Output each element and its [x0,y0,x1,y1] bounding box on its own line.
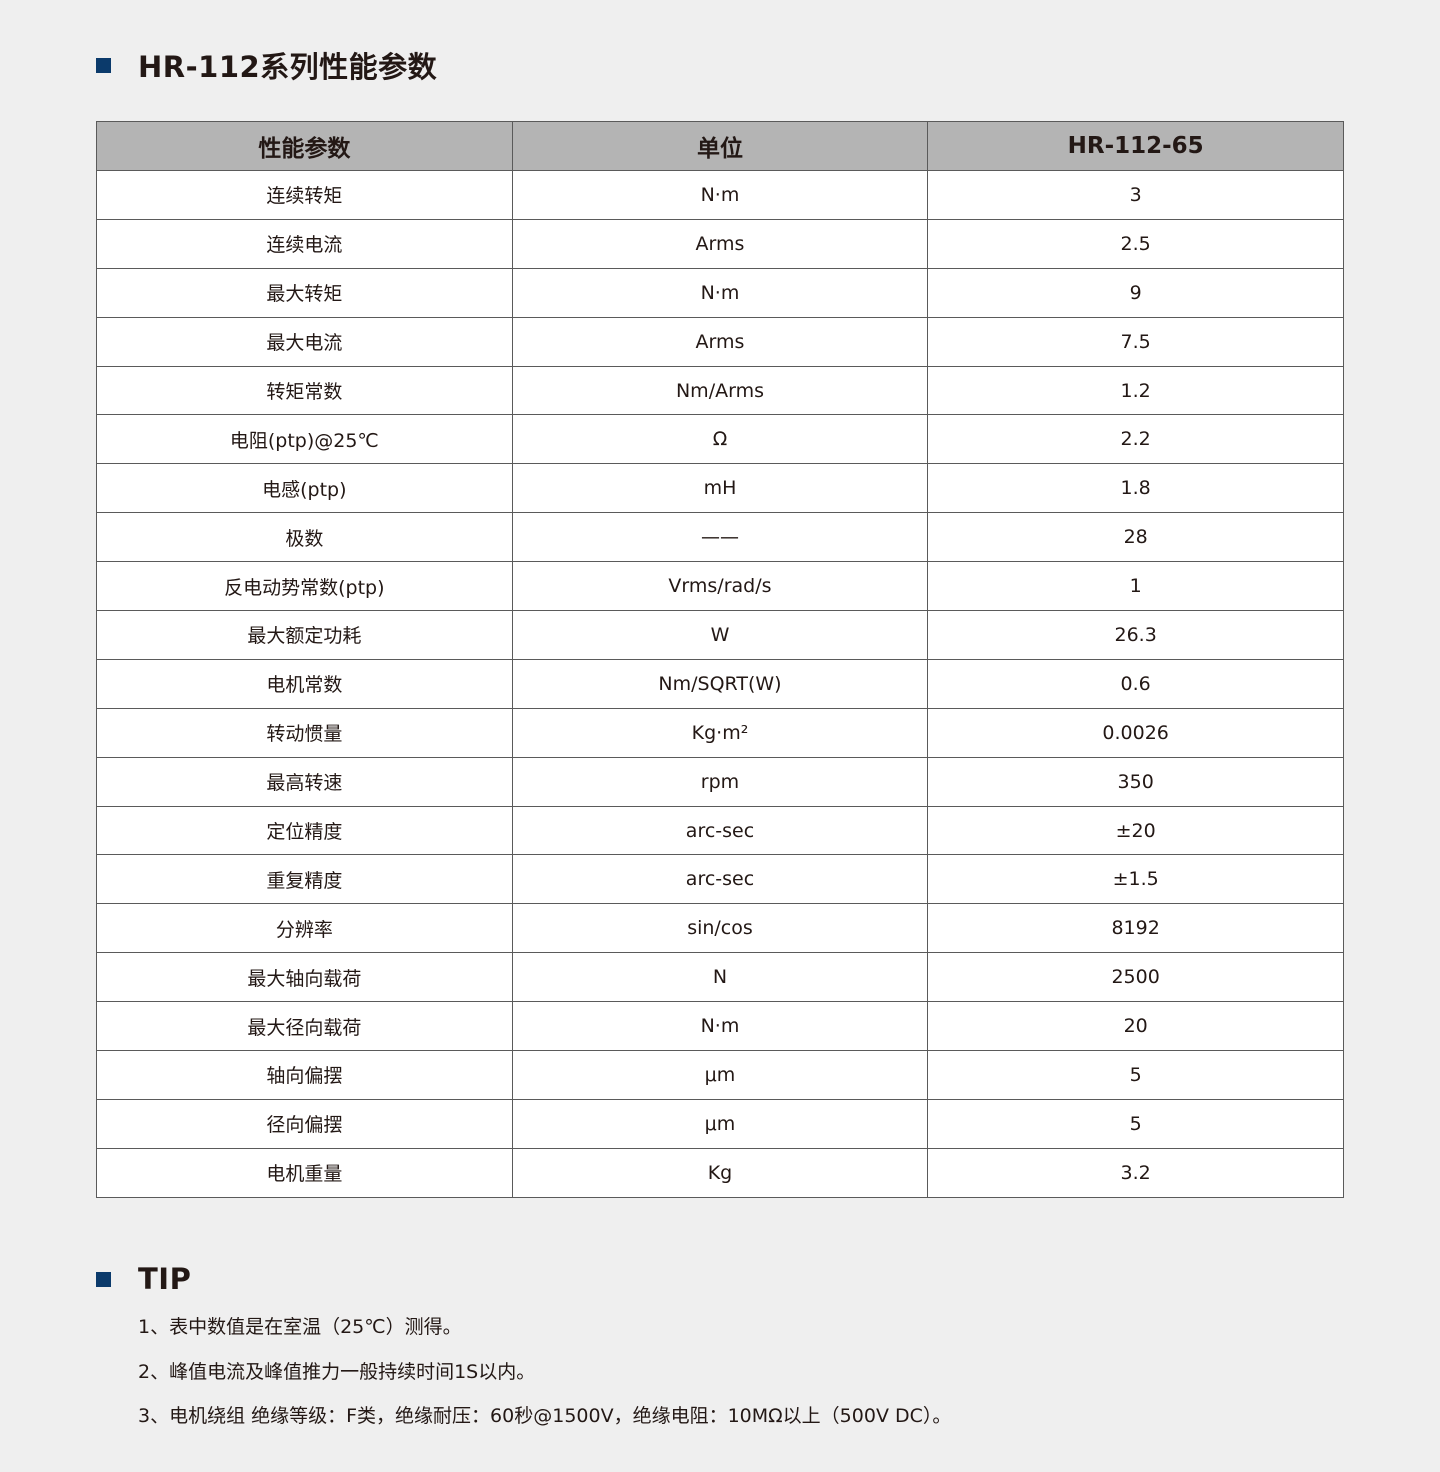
param-unit: N·m [511,1001,929,1052]
param-name: 电感(ptp) [96,463,513,514]
table-header-row: 性能参数 单位 HR-112-65 [96,121,1344,171]
table-row: 极数 —— 28 [96,512,1344,563]
param-unit: —— [511,512,929,563]
table-row: 连续电流 Arms 2.5 [96,218,1344,269]
param-name: 电机常数 [96,658,513,709]
param-unit: sin/cos [511,903,929,954]
table-row: 轴向偏摆 μm 5 [96,1050,1344,1100]
table-row: 定位精度 arc-sec ±20 [96,805,1344,856]
table-row: 最大轴向载荷 N 2500 [96,952,1344,1003]
param-unit: N·m [511,267,929,318]
param-name: 重复精度 [96,854,513,905]
param-value: 20 [927,1001,1344,1052]
section-title-tip: TIP [96,1262,191,1296]
param-value: ±1.5 [927,854,1344,905]
param-value: 1.2 [927,365,1344,416]
param-unit: Kg·m² [511,707,929,758]
table-row: 电感(ptp) mH 1.8 [96,463,1344,514]
tip-title: TIP [138,1262,192,1296]
column-header: 单位 [511,121,929,171]
table-row: 电机重量 Kg 3.2 [96,1147,1344,1198]
param-unit: N·m [511,170,929,220]
param-value: 8192 [927,903,1344,954]
table-row: 最大径向载荷 N·m 20 [96,1001,1344,1052]
param-name: 最大径向载荷 [96,1001,513,1052]
section-title-params: HR-112系列性能参数 [96,44,437,86]
param-value: 2.2 [927,414,1344,465]
param-unit: Ω [511,414,929,465]
param-unit: Nm/SQRT(W) [511,658,929,709]
param-unit: arc-sec [511,805,929,856]
table-row: 最大额定功耗 W 26.3 [96,610,1344,660]
param-value: ±20 [927,805,1344,856]
param-value: 5 [927,1050,1344,1100]
param-name: 最大转矩 [96,267,513,318]
param-name: 电阻(ptp)@25℃ [96,414,513,465]
param-value: 3 [927,170,1344,220]
param-name: 反电动势常数(ptp) [96,561,513,612]
param-value: 26.3 [927,610,1344,660]
tip-list: 1、表中数值是在室温（25℃）测得。 2、峰值电流及峰值推力一般持续时间1S以内。… [138,1312,951,1446]
param-unit: rpm [511,756,929,807]
column-header: HR-112-65 [927,121,1344,171]
table-row: 最高转速 rpm 350 [96,756,1344,807]
param-unit: Nm/Arms [511,365,929,416]
param-name: 电机重量 [96,1147,513,1198]
param-name: 最大额定功耗 [96,610,513,660]
param-value: 1.8 [927,463,1344,514]
param-value: 350 [927,756,1344,807]
table-row: 电机常数 Nm/SQRT(W) 0.6 [96,658,1344,709]
param-value: 1 [927,561,1344,612]
param-value: 0.6 [927,658,1344,709]
param-unit: Kg [511,1147,929,1198]
param-name: 极数 [96,512,513,563]
param-name: 转动惯量 [96,707,513,758]
param-name: 轴向偏摆 [96,1050,513,1100]
param-name: 转矩常数 [96,365,513,416]
table-row: 反电动势常数(ptp) Vrms/rad/s 1 [96,561,1344,612]
param-unit: W [511,610,929,660]
param-name: 连续电流 [96,218,513,269]
page-title: HR-112系列性能参数 [138,50,438,84]
table-row: 最大转矩 N·m 9 [96,267,1344,318]
param-name: 最大轴向载荷 [96,952,513,1003]
param-value: 2500 [927,952,1344,1003]
column-header: 性能参数 [96,121,513,171]
param-value: 3.2 [927,1147,1344,1198]
param-value: 9 [927,267,1344,318]
param-name: 定位精度 [96,805,513,856]
param-unit: μm [511,1050,929,1100]
param-unit: Arms [511,316,929,367]
param-unit: Arms [511,218,929,269]
param-name: 分辨率 [96,903,513,954]
param-name: 最大电流 [96,316,513,367]
table-row: 重复精度 arc-sec ±1.5 [96,854,1344,905]
param-unit: μm [511,1098,929,1149]
table-row: 径向偏摆 μm 5 [96,1098,1344,1149]
param-unit: N [511,952,929,1003]
square-bullet-icon [96,57,111,73]
table-row: 转动惯量 Kg·m² 0.0026 [96,707,1344,758]
param-value: 28 [927,512,1344,563]
square-bullet-icon [96,1271,111,1287]
param-value: 0.0026 [927,707,1344,758]
tip-item: 1、表中数值是在室温（25℃）测得。 [138,1316,462,1338]
table-row: 分辨率 sin/cos 8192 [96,903,1344,954]
param-name: 径向偏摆 [96,1098,513,1149]
param-unit: Vrms/rad/s [511,561,929,612]
table-row: 转矩常数 Nm/Arms 1.2 [96,365,1344,416]
param-value: 5 [927,1098,1344,1149]
param-unit: mH [511,463,929,514]
param-name: 连续转矩 [96,170,513,220]
spec-table: 性能参数 单位 HR-112-65 连续转矩 N·m 3 连续电流 Arms 2.5 最大转矩 N… [96,121,1344,1198]
table-row: 最大电流 Arms 7.5 [96,316,1344,367]
table-row: 电阻(ptp)@25℃ Ω 2.2 [96,414,1344,465]
tip-item: 3、电机绕组 绝缘等级：F类，绝缘耐压：60秒@1500V，绝缘电阻：10MΩ以… [138,1405,952,1427]
param-name: 最高转速 [96,756,513,807]
table-row: 连续转矩 N·m 3 [96,170,1344,220]
tip-item: 2、峰值电流及峰值推力一般持续时间1S以内。 [138,1360,536,1383]
param-unit: arc-sec [511,854,929,905]
param-value: 2.5 [927,218,1344,269]
param-value: 7.5 [927,316,1344,367]
